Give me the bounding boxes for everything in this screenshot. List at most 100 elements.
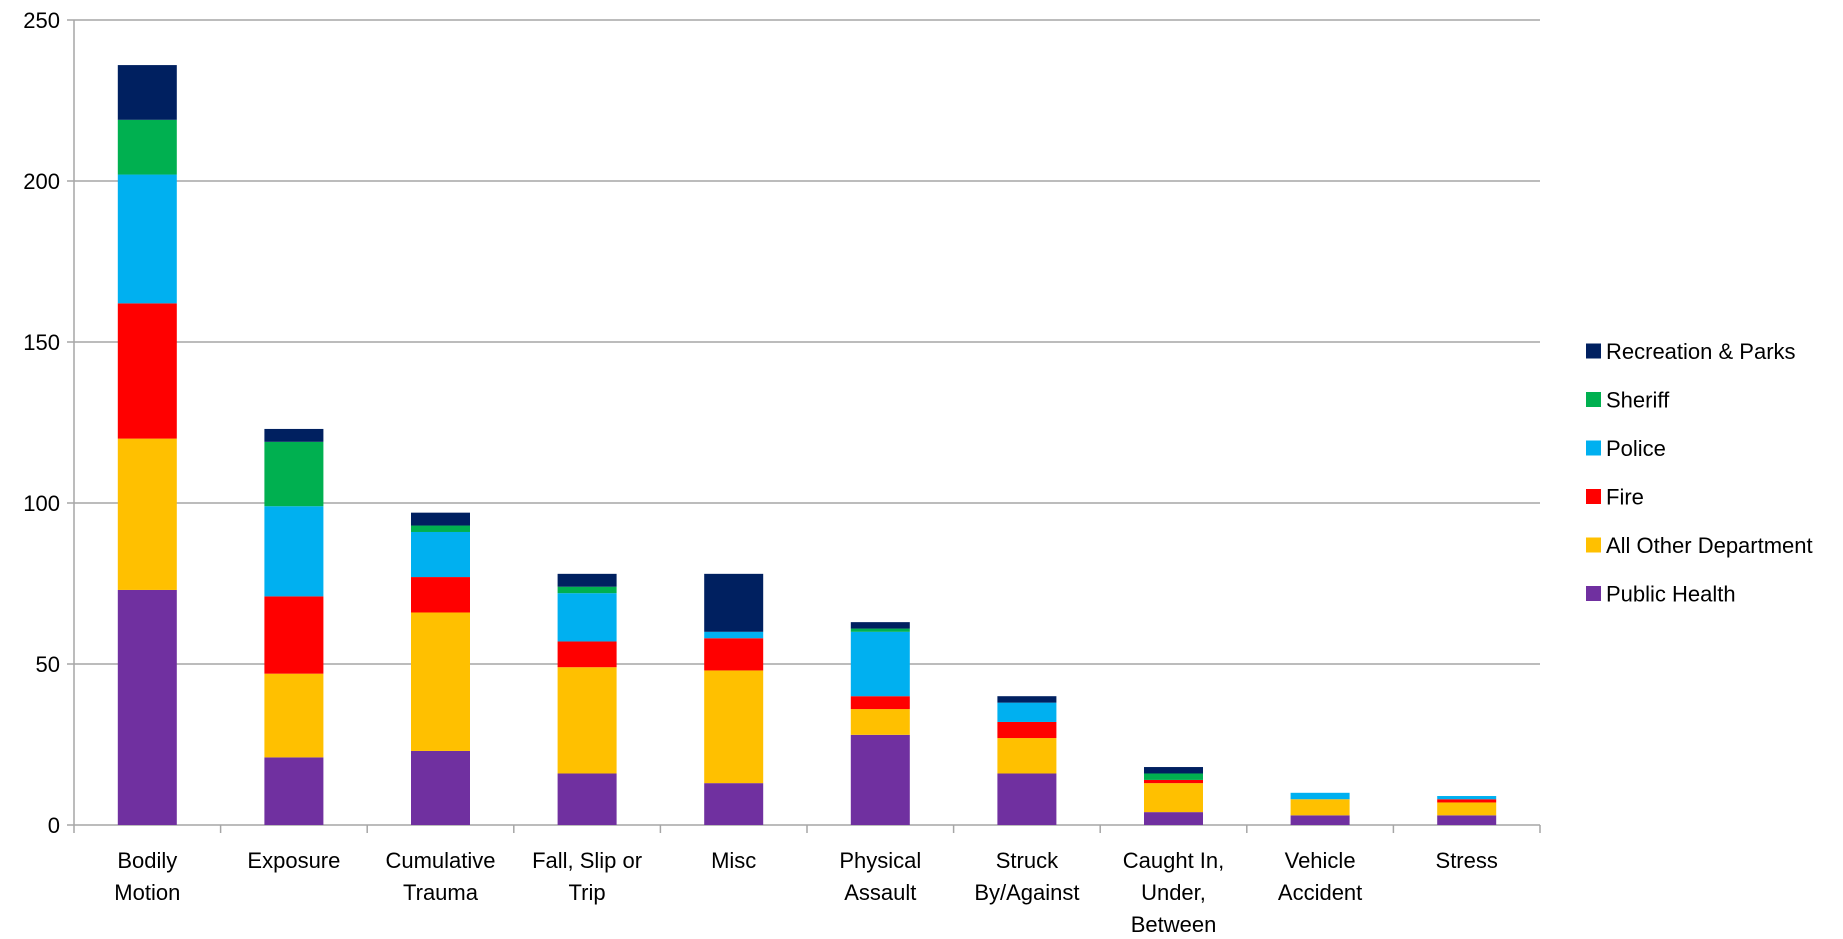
bar-segment — [704, 638, 764, 671]
bar-segment — [850, 734, 910, 825]
x-tick-label-line: Stress — [1436, 848, 1498, 873]
x-tick-label-line: Struck — [996, 848, 1059, 873]
bar-segment — [1437, 802, 1497, 816]
x-tick-label-line: Between — [1131, 912, 1217, 937]
legend-label: Sheriff — [1606, 388, 1670, 413]
x-tick-label-line: Bodily — [117, 848, 177, 873]
bar-segment — [997, 702, 1057, 722]
bar-segment — [704, 631, 764, 639]
bar-segment — [264, 441, 324, 507]
x-tick-labels: Bodily Motion Exposure Cumulative Trauma Fall… — [114, 848, 1498, 937]
y-tick-label: 200 — [23, 169, 60, 194]
bar-segment — [411, 612, 470, 751]
legend-swatch — [1586, 537, 1601, 553]
y-tick-label: 250 — [23, 8, 60, 33]
legend-swatch — [1586, 392, 1601, 407]
bar-segment — [411, 531, 470, 578]
bar-segment — [411, 525, 470, 532]
bar-segment — [117, 174, 177, 304]
x-tick-label: Physical Assault — [839, 848, 921, 905]
bar-segment — [997, 738, 1057, 774]
x-tick-label-line: Trauma — [403, 880, 479, 905]
y-tick-label: 150 — [23, 330, 60, 355]
bar-segment — [557, 667, 617, 774]
x-tick-label-line: Assault — [844, 880, 916, 905]
y-tick-label: 100 — [23, 491, 60, 516]
bar-segment — [850, 631, 910, 697]
bar-segment — [1144, 767, 1203, 774]
x-tick-label: Caught In, Under, Between — [1123, 848, 1225, 937]
x-tick-label: Exposure — [247, 848, 340, 873]
bar-segment — [1144, 812, 1203, 825]
bar-segment — [557, 773, 617, 825]
bar-segment — [411, 577, 470, 613]
bar-segment — [850, 622, 910, 629]
bar-segment — [1290, 815, 1350, 825]
bar-segment — [850, 628, 910, 632]
x-tick-label-line: Vehicle — [1285, 848, 1356, 873]
bar-segment — [1437, 815, 1497, 825]
bar-segment — [997, 721, 1057, 739]
legend-label: All Other Department — [1606, 533, 1813, 558]
bar-segment — [557, 586, 617, 594]
legend-label: Police — [1606, 436, 1666, 461]
x-tick-label: Fall, Slip or Trip — [532, 848, 642, 905]
bar-segment — [117, 65, 177, 120]
bar-segment — [704, 783, 764, 825]
x-tick-label: Stress — [1436, 848, 1498, 873]
bar-segment — [1144, 783, 1203, 813]
bar-segment — [1144, 773, 1203, 780]
x-tick-label-line: Fall, Slip or — [532, 848, 642, 873]
bar-segment — [704, 670, 764, 784]
bars — [117, 65, 1497, 825]
x-tick-label: Vehicle Accident — [1278, 848, 1362, 905]
bar-segment — [850, 709, 910, 735]
bar-segment — [1290, 792, 1350, 800]
x-tick-label-line: By/Against — [974, 880, 1079, 905]
y-tick-label: 50 — [36, 652, 60, 677]
bar-segment — [117, 303, 177, 439]
legend-label: Public Health — [1606, 582, 1736, 607]
bar-segment — [1144, 779, 1203, 784]
x-tick-label-line: Trip — [569, 880, 606, 905]
x-tick-label-line: Under, — [1141, 880, 1206, 905]
legend-swatch — [1586, 440, 1601, 456]
y-tick-label: 0 — [48, 813, 60, 838]
x-tick-label-line: Caught In, — [1123, 848, 1225, 873]
bar-segment — [557, 573, 617, 587]
bar-segment — [264, 506, 324, 597]
bar-segment — [264, 428, 324, 442]
x-tick-label-line: Exposure — [247, 848, 340, 873]
legend-label: Recreation & Parks — [1606, 339, 1796, 364]
bar-segment — [1290, 799, 1350, 816]
bar-segment — [1437, 799, 1497, 803]
x-tick-label-line: Motion — [114, 880, 180, 905]
bar-segment — [850, 696, 910, 710]
x-tick-label-line: Cumulative — [385, 848, 495, 873]
bar-segment — [264, 757, 324, 825]
bar-segment — [117, 589, 177, 825]
x-tick-label-line: Accident — [1278, 880, 1362, 905]
legend-label: Fire — [1606, 485, 1644, 510]
bar-segment — [411, 512, 470, 526]
x-tick-label: Misc — [711, 848, 756, 873]
legend-swatch — [1586, 343, 1601, 359]
bar-segment — [1437, 796, 1497, 800]
bar-segment — [264, 596, 324, 674]
bar-segment — [411, 750, 470, 825]
bar-segment — [997, 773, 1057, 825]
bar-segment — [117, 438, 177, 590]
legend-swatch — [1586, 489, 1601, 504]
x-tick-label-line: Misc — [711, 848, 756, 873]
legend-swatch — [1586, 586, 1601, 601]
bar-segment — [117, 119, 177, 175]
bar-segment — [557, 593, 617, 642]
bar-segment — [704, 573, 764, 632]
x-tick-label-line: Physical — [839, 848, 921, 873]
legend: Recreation & Parks Sheriff Police Fire All O… — [1586, 339, 1813, 607]
bar-segment — [264, 673, 324, 758]
x-tick-label: Struck By/Against — [974, 848, 1079, 905]
x-tick-label: Cumulative Trauma — [385, 848, 495, 905]
bar-segment — [997, 696, 1057, 703]
